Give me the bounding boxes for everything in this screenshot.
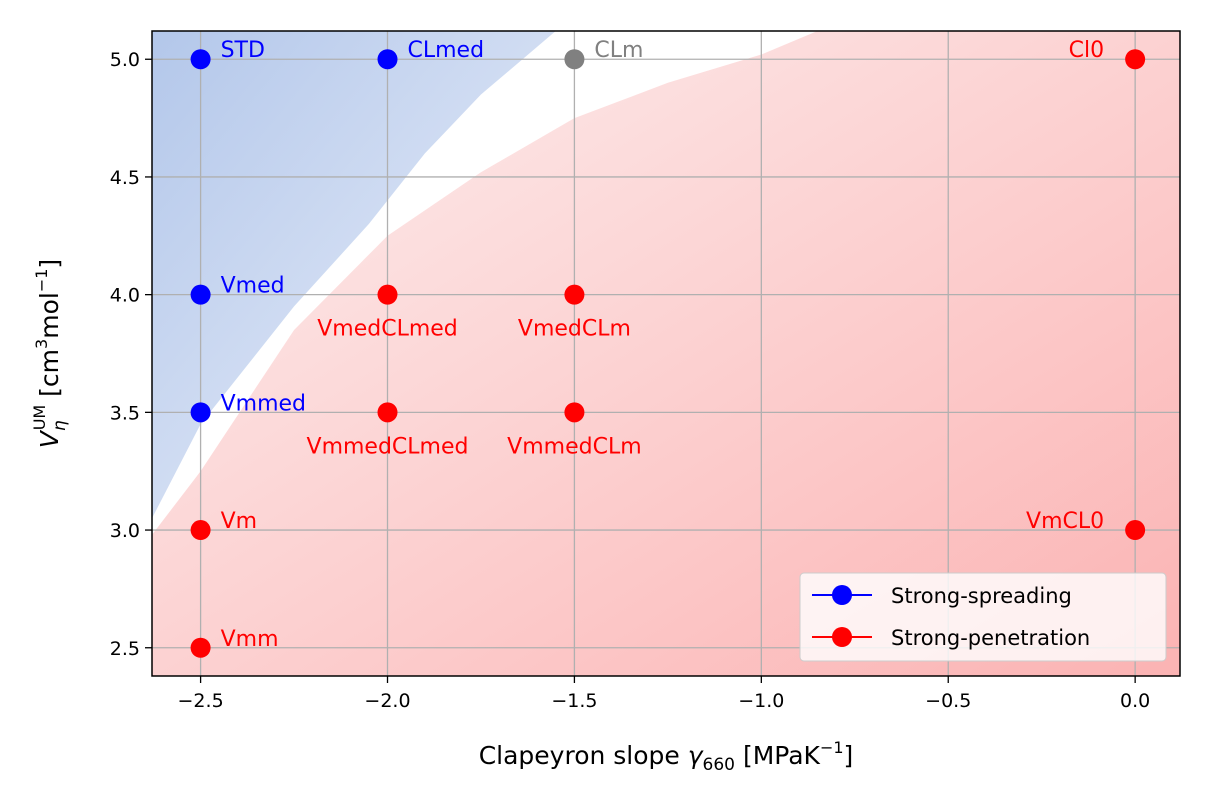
y-tick-label: 2.5 (110, 638, 140, 660)
point-label-vmmed: Vmmed (221, 391, 306, 416)
x-tick-label: −1.0 (738, 690, 784, 712)
x-tick-label: −0.5 (925, 690, 971, 712)
axis-ticks: −2.5 −2.0 −1.5 −1.0 −0.5 0.0 2.5 3.0 3.5 4.0 4.5 5.… (110, 49, 1150, 712)
x-tick-label: −2.5 (178, 690, 224, 712)
point-vmmed (190, 402, 211, 423)
point-vmed (190, 284, 211, 305)
y-tick-label: 4.0 (110, 285, 140, 307)
point-label-clm: CLm (594, 38, 643, 63)
point-label-vmcl0: VmCL0 (1026, 509, 1104, 534)
point-cl0 (1125, 49, 1146, 70)
point-std (190, 49, 211, 70)
point-clm (564, 49, 585, 70)
point-label-std: STD (221, 38, 265, 63)
plot-frame (151, 30, 1181, 677)
x-tick-label: −1.5 (551, 690, 597, 712)
y-tick-label: 3.0 (110, 520, 140, 542)
point-clmed (377, 49, 398, 70)
region-shading (152, 31, 1180, 676)
grid-lines (152, 31, 1180, 676)
y-axis-title: VηUM [cm3mol−1] (30, 259, 70, 448)
point-label-vmmedclmed: VmmedCLmed (307, 434, 469, 459)
y-tick-label: 4.5 (110, 167, 140, 189)
point-label-vmedclm: VmedCLm (518, 317, 631, 342)
legend-label-penetration: Strong-penetration (891, 626, 1090, 650)
point-vmedclm (564, 284, 585, 305)
legend-box (799, 572, 1167, 662)
point-label-vmedclmed: VmedCLmed (317, 317, 458, 342)
point-label-vm: Vm (221, 509, 257, 534)
legend-marker-penetration (832, 627, 852, 647)
strong-penetration-region (152, 31, 1180, 676)
legend-marker-spreading (832, 585, 852, 605)
point-vmm (190, 637, 211, 658)
point-label-cl0: Cl0 (1069, 38, 1104, 63)
point-vmedclmed (377, 284, 398, 305)
point-label-vmmedclm: VmmedCLm (507, 434, 641, 459)
point-label-clmed: CLmed (408, 38, 485, 63)
y-tick-label: 5.0 (110, 49, 140, 71)
y-tick-label: 3.5 (110, 402, 140, 424)
x-tick-label: −2.0 (364, 690, 410, 712)
legend: Strong-spreading Strong-penetration (799, 572, 1167, 662)
point-vmcl0 (1125, 520, 1146, 541)
point-label-vmm: Vmm (221, 627, 279, 652)
x-tick-label: 0.0 (1120, 690, 1150, 712)
point-vm (190, 520, 211, 541)
point-vmmedclm (564, 402, 585, 423)
x-axis-title: Clapeyron slope γ660 [MPaK−1] (479, 738, 854, 775)
legend-label-spreading: Strong-spreading (891, 584, 1072, 608)
point-label-vmed: Vmed (221, 274, 285, 299)
strong-spreading-region (152, 31, 556, 519)
point-vmmedclmed (377, 402, 398, 423)
data-points (190, 49, 1146, 658)
